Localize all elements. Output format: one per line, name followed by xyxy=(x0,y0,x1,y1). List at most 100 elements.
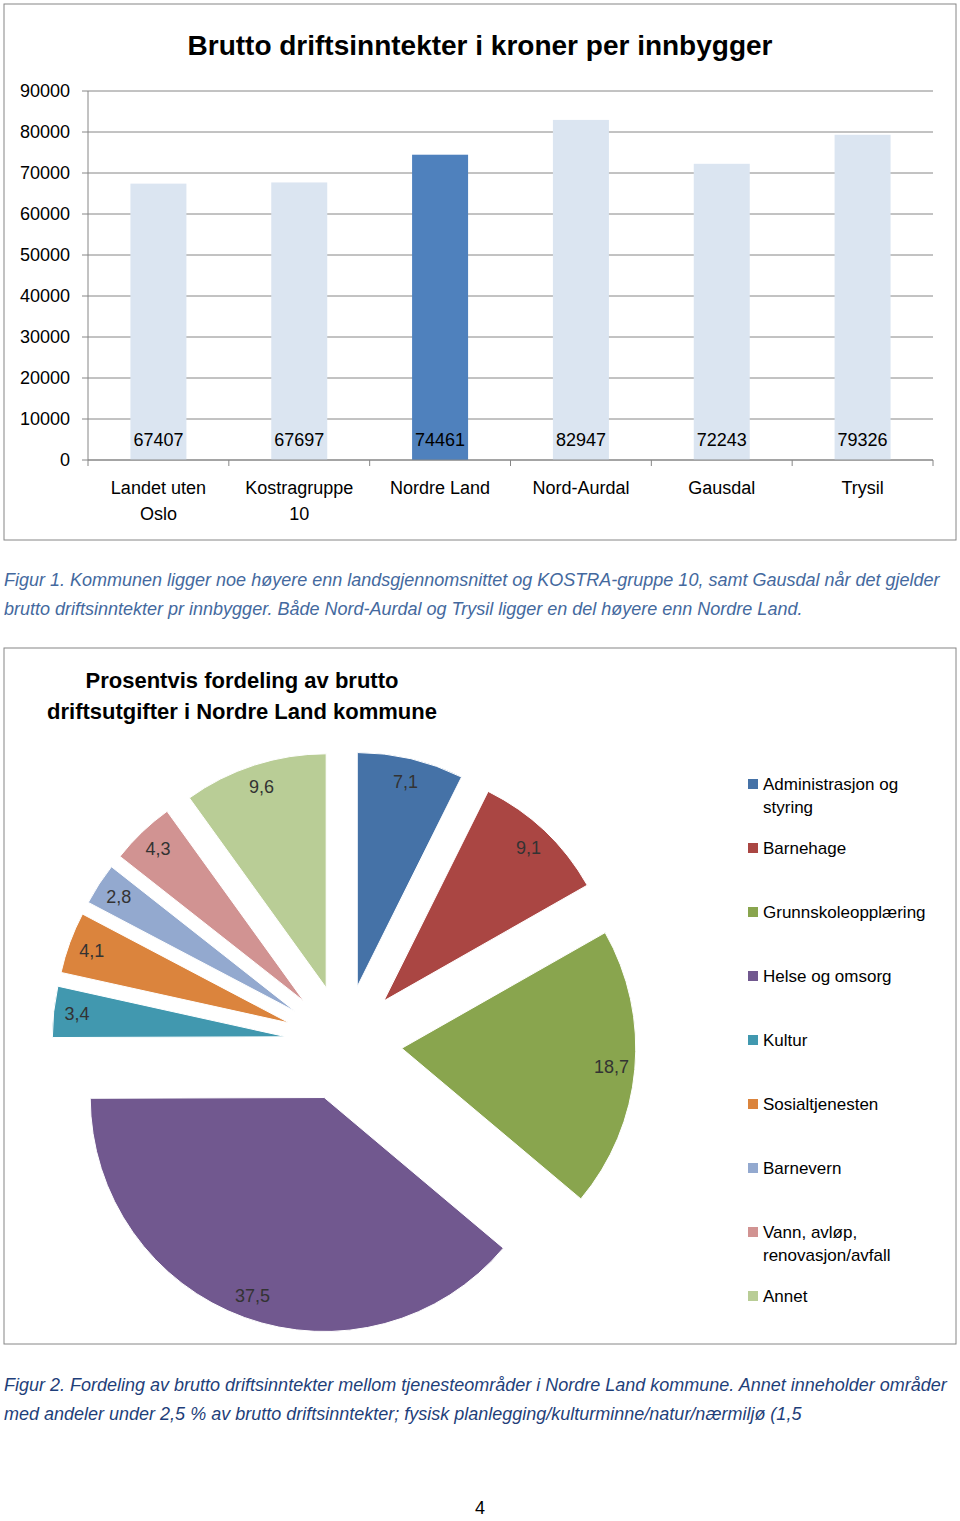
grid-line xyxy=(88,419,933,420)
text-line: Helse og omsorg xyxy=(763,967,892,986)
y-tick-label: 0 xyxy=(60,450,70,470)
y-tick-label: 30000 xyxy=(20,327,70,347)
pie-slice xyxy=(402,933,636,1199)
x-tick-label: Nordre Land xyxy=(390,478,490,498)
y-tick-label: 10000 xyxy=(20,409,70,429)
text-line: Nordre Land xyxy=(390,478,490,498)
grid-line xyxy=(88,255,933,256)
text-line: Sosialtjenesten xyxy=(763,1095,878,1114)
text-line: Grunnskoleopplæring xyxy=(763,903,926,922)
x-tick xyxy=(792,460,793,466)
grid-line xyxy=(88,378,933,379)
y-axis xyxy=(88,91,89,460)
data-label: 4,3 xyxy=(146,839,171,859)
x-tick-label: Nord-Aurdal xyxy=(532,478,629,498)
text-line: Annet xyxy=(763,1287,808,1306)
bar xyxy=(271,182,327,460)
data-label: 67407 xyxy=(133,430,183,450)
legend-swatch xyxy=(748,1099,758,1109)
y-tick-label: 60000 xyxy=(20,204,70,224)
figure-caption: Figur 2. Fordeling av brutto driftsinnte… xyxy=(4,1371,956,1429)
legend-swatch xyxy=(748,1035,758,1045)
data-label: 18,7 xyxy=(594,1057,629,1077)
x-tick xyxy=(651,460,652,466)
x-tick xyxy=(510,460,511,466)
data-label: 82947 xyxy=(556,430,606,450)
y-tick xyxy=(82,419,88,420)
y-tick xyxy=(82,132,88,133)
text-line: Barnehage xyxy=(763,839,846,858)
y-tick xyxy=(82,337,88,338)
grid-line xyxy=(88,296,933,297)
legend-swatch xyxy=(748,1163,758,1173)
y-tick-label: 50000 xyxy=(20,245,70,265)
legend-label: Kultur xyxy=(763,1031,808,1050)
legend-label: Vann, avløp, renovasjon/avfall xyxy=(763,1223,891,1265)
x-tick xyxy=(228,460,229,466)
text-line: styring xyxy=(763,798,813,817)
legend-label: Annet xyxy=(763,1287,808,1306)
chart-title: Brutto driftsinntekter i kroner per innb… xyxy=(188,30,773,61)
y-tick xyxy=(82,91,88,92)
figure-caption: Figur 1. Kommunen ligger noe høyere enn … xyxy=(4,566,956,624)
y-tick xyxy=(82,173,88,174)
grid-line xyxy=(88,173,933,174)
chart-frame xyxy=(4,648,956,1344)
legend-label: Helse og omsorg xyxy=(763,967,892,986)
data-label: 9,1 xyxy=(516,838,541,858)
bar xyxy=(412,155,468,460)
text-line: Nord-Aurdal xyxy=(532,478,629,498)
y-tick-label: 70000 xyxy=(20,163,70,183)
x-tick-label: Kostragruppe10 xyxy=(245,478,353,524)
grid-line xyxy=(88,337,933,338)
data-label: 4,1 xyxy=(79,941,104,961)
data-label: 9,6 xyxy=(249,777,274,797)
text-line: Oslo xyxy=(140,504,177,524)
data-label: 2,8 xyxy=(106,887,131,907)
y-tick-label: 20000 xyxy=(20,368,70,388)
text-line: Barnevern xyxy=(763,1159,841,1178)
legend-swatch xyxy=(748,1227,758,1237)
text-line: 10 xyxy=(289,504,309,524)
chart-title: Prosentvis fordeling av bruttodriftsutgi… xyxy=(47,668,437,724)
data-label: 79326 xyxy=(838,430,888,450)
x-tick xyxy=(88,460,89,466)
text-line: Landet uten xyxy=(111,478,206,498)
data-label: 74461 xyxy=(415,430,465,450)
legend-label: Barnevern xyxy=(763,1159,841,1178)
legend-swatch xyxy=(748,1291,758,1301)
y-tick xyxy=(82,255,88,256)
pie-chart: Prosentvis fordeling av bruttodriftsutgi… xyxy=(4,648,956,1344)
data-label: 67697 xyxy=(274,430,324,450)
legend-swatch xyxy=(748,779,758,789)
legend-label: Grunnskoleopplæring xyxy=(763,903,926,922)
pie-slice xyxy=(189,754,326,988)
legend-label: Sosialtjenesten xyxy=(763,1095,878,1114)
legend-swatch xyxy=(748,843,758,853)
text-line: Kultur xyxy=(763,1031,808,1050)
legend-label: Barnehage xyxy=(763,839,846,858)
text-line: Vann, avløp, xyxy=(763,1223,857,1242)
grid-line xyxy=(88,91,933,92)
y-tick-label: 90000 xyxy=(20,81,70,101)
page-canvas: Brutto driftsinntekter i kroner per innb… xyxy=(0,0,960,1521)
data-label: 3,4 xyxy=(64,1004,89,1024)
y-tick xyxy=(82,214,88,215)
x-tick xyxy=(369,460,370,466)
page-number: 4 xyxy=(0,1498,960,1519)
data-label: 7,1 xyxy=(393,772,418,792)
grid-line xyxy=(88,132,933,133)
x-tick-label: Trysil xyxy=(841,478,883,498)
bar-chart: Brutto driftsinntekter i kroner per innb… xyxy=(4,4,956,540)
y-tick xyxy=(82,460,88,461)
bars xyxy=(130,120,890,460)
legend-label: Administrasjon og styring xyxy=(763,775,898,817)
grid-line xyxy=(88,214,933,215)
x-tick xyxy=(933,460,934,466)
x-tick-label: Gausdal xyxy=(688,478,755,498)
bar xyxy=(694,164,750,460)
text-line: renovasjon/avfall xyxy=(763,1246,891,1265)
y-tick-label: 40000 xyxy=(20,286,70,306)
x-tick-label: Landet uten Oslo xyxy=(111,478,206,524)
text-line: Administrasjon og xyxy=(763,775,898,794)
